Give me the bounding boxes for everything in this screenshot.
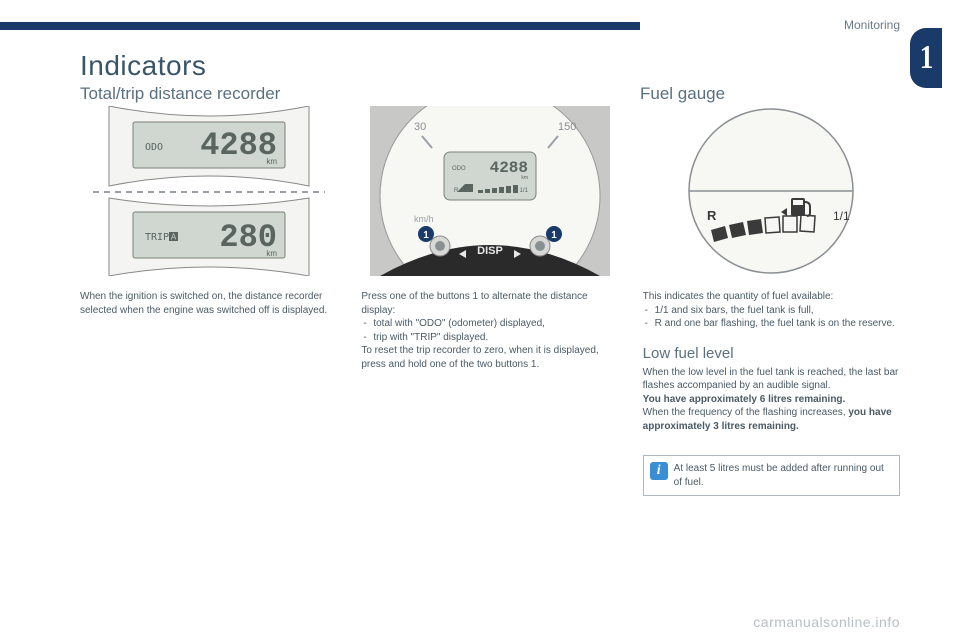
- info-text: At least 5 litres must be added after ru…: [674, 463, 884, 488]
- list-item: 1/1 and six bars, the fuel tank is full,: [643, 304, 900, 318]
- subtitle-left: Total/trip distance recorder: [80, 84, 280, 104]
- svg-text:1: 1: [423, 230, 429, 241]
- watermark: carmanualsonline.info: [753, 614, 900, 630]
- col2-intro: Press one of the buttons 1 to alternate …: [361, 290, 618, 317]
- lcd-unit: km: [521, 175, 528, 181]
- section-label: Monitoring: [844, 18, 900, 32]
- low-fuel-p2: You have approximately 6 litres remainin…: [643, 393, 900, 407]
- odo-label: ODO: [145, 142, 163, 153]
- column-3: R 1/1: [643, 106, 900, 496]
- cluster-button-left[interactable]: [430, 236, 450, 256]
- list-item: total with "ODO" (odometer) displayed,: [361, 317, 618, 331]
- col1-text: When the ignition is switched on, the di…: [80, 290, 337, 317]
- tick-30: 30: [414, 121, 426, 133]
- gauge-full: 1/1: [833, 209, 850, 223]
- lcd-odo: ODO: [452, 166, 466, 172]
- col3-list: 1/1 and six bars, the fuel tank is full,…: [643, 304, 900, 331]
- chapter-tab: 1: [910, 28, 942, 88]
- callout-1-left: 1: [418, 226, 434, 242]
- trip-label: TRIP: [145, 232, 169, 243]
- tick-150: 150: [558, 121, 576, 133]
- cluster-button-right[interactable]: [530, 236, 550, 256]
- fuel-gauge-figure: R 1/1: [643, 106, 900, 276]
- chapter-number: 1: [919, 39, 933, 77]
- col2-reset: To reset the trip recorder to zero, when…: [361, 344, 618, 371]
- odo-trip-figure: ODO 4288 km TRIP A 280 km: [80, 106, 337, 276]
- disp-label: DISP: [477, 245, 503, 257]
- column-1: ODO 4288 km TRIP A 280 km: [80, 106, 337, 496]
- trip-sub: A: [170, 233, 176, 242]
- gauge-r: R: [707, 208, 717, 223]
- trip-unit: km: [266, 249, 277, 258]
- callout-1-right: 1: [546, 226, 562, 242]
- column-2: 30 150 ODO 4288 km R 1/1 km/h: [361, 106, 618, 496]
- col3-intro: This indicates the quantity of fuel avai…: [643, 290, 900, 304]
- list-item: trip with "TRIP" displayed.: [361, 331, 618, 345]
- page-title: Indicators: [80, 50, 900, 82]
- low-fuel-title: Low fuel level: [643, 345, 900, 362]
- page-content: Indicators Total/trip distance recorder …: [80, 50, 900, 610]
- low-fuel-p3b: When the frequency of the flashing incre…: [643, 406, 900, 433]
- info-icon: i: [650, 462, 668, 480]
- lcd-full: 1/1: [520, 188, 529, 194]
- columns: ODO 4288 km TRIP A 280 km: [80, 106, 900, 496]
- header-bar: [0, 22, 640, 30]
- kmh-label: km/h: [414, 214, 434, 224]
- odo-unit: km: [266, 157, 277, 166]
- list-item: R and one bar flashing, the fuel tank is…: [643, 317, 900, 331]
- col2-list: total with "ODO" (odometer) displayed, t…: [361, 317, 618, 344]
- subtitle-right: Fuel gauge: [640, 84, 725, 104]
- cluster-figure: 30 150 ODO 4288 km R 1/1 km/h: [361, 106, 618, 276]
- info-box: i At least 5 litres must be added after …: [643, 455, 900, 496]
- svg-text:1: 1: [551, 230, 557, 241]
- low-fuel-p1: When the low level in the fuel tank is r…: [643, 366, 900, 393]
